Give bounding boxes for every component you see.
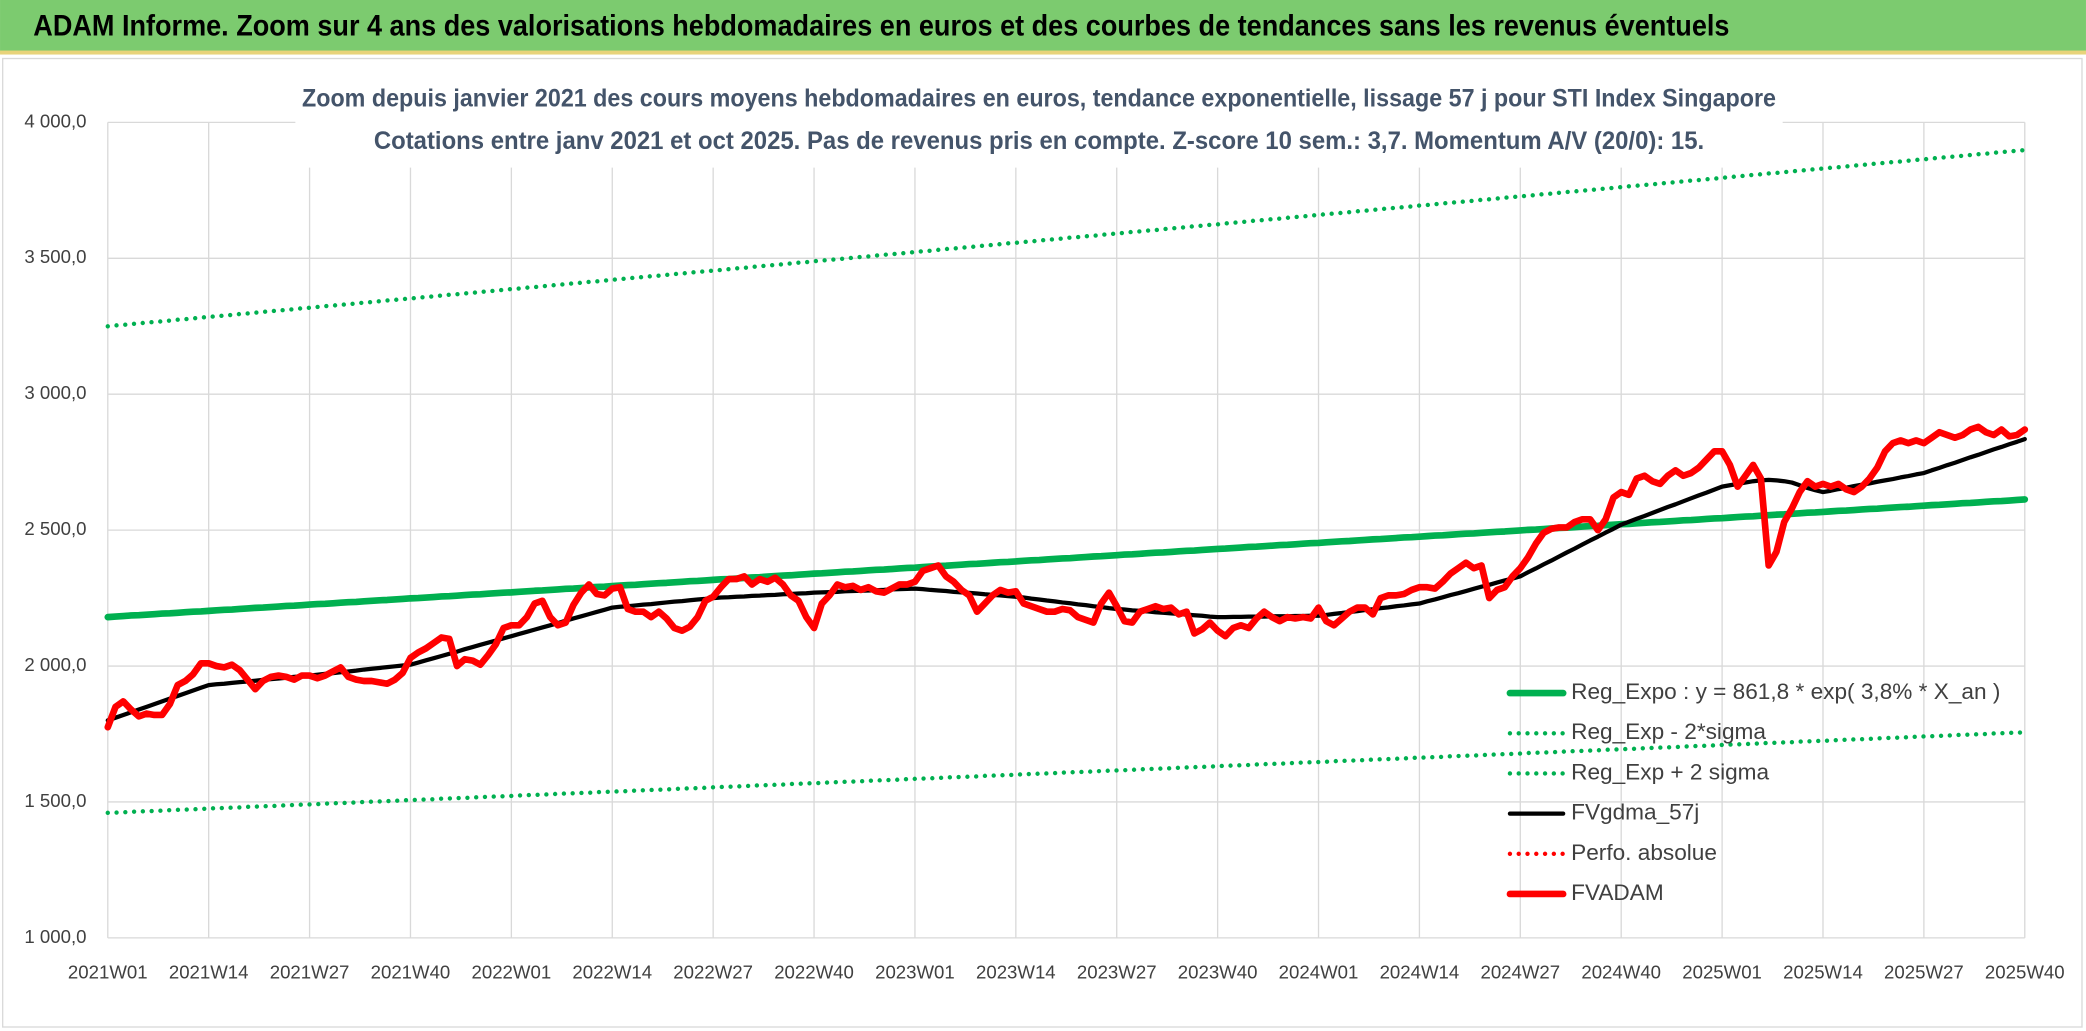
x-tick-label: 2025W01 — [1682, 962, 1762, 983]
chart-subtitle: Cotations entre janv 2021 et oct 2025. P… — [374, 127, 1704, 155]
banner — [0, 0, 2086, 54]
legend-label: FVgdma_57j — [1571, 800, 1699, 825]
series-line — [104, 496, 2029, 621]
legend-label: Reg_Expo : y = 861,8 * exp( 3,8% * X_an … — [1571, 679, 2000, 704]
x-tick-label: 2024W27 — [1480, 962, 1560, 983]
y-tick-label: 2 000,0 — [24, 654, 86, 675]
plot-area: 1 000,0 1 500,0 2 000,0 2 500,0 3 000,0 3 500… — [24, 110, 2064, 982]
legend-label: Reg_Exp + 2 sigma — [1571, 759, 1769, 784]
series-line — [105, 730, 2027, 816]
x-tick-label: 2022W01 — [472, 962, 552, 983]
y-tick-label: 3 500,0 — [24, 246, 86, 267]
legend: Reg_Expo : y = 861,8 * exp( 3,8% * X_an … — [1506, 679, 2000, 905]
x-tick-label: 2022W40 — [774, 962, 854, 983]
y-tick-label: 2 500,0 — [24, 518, 86, 539]
x-tick-label: 2025W27 — [1884, 962, 1964, 983]
x-tick-label: 2021W27 — [270, 962, 350, 983]
x-tick-label: 2023W27 — [1077, 962, 1157, 983]
x-tick-label: 2024W40 — [1581, 962, 1661, 983]
x-tick-label: 2023W40 — [1178, 962, 1258, 983]
x-tick-label: 2021W01 — [68, 962, 148, 983]
y-tick-label: 1 500,0 — [24, 790, 86, 811]
x-tick-label: 2024W14 — [1380, 962, 1460, 983]
x-tick-label: 2023W01 — [875, 962, 955, 983]
x-tick-label: 2022W14 — [572, 962, 652, 983]
x-tick-label: 2022W27 — [673, 962, 753, 983]
chart-frame — [2, 57, 2083, 1028]
x-tick-label: 2025W40 — [1985, 962, 2065, 983]
banner-edge — [0, 50, 2086, 55]
legend-label: Reg_Exp - 2*sigma — [1571, 719, 1766, 744]
x-tick-label: 2025W14 — [1783, 962, 1863, 983]
x-tick-label: 2021W14 — [169, 962, 249, 983]
banner-title: ADAM Informe. Zoom sur 4 ans des valoris… — [33, 11, 1729, 43]
y-tick-label: 1 000,0 — [24, 926, 86, 947]
y-tick-label: 4 000,0 — [24, 110, 86, 131]
x-tick-label: 2024W01 — [1279, 962, 1359, 983]
series-line — [105, 436, 2027, 723]
legend-label: FVADAM — [1571, 880, 1664, 905]
legend-label: Perfo. absolue — [1571, 840, 1717, 865]
x-tick-label: 2023W14 — [976, 962, 1056, 983]
title-box — [295, 79, 1783, 168]
series-line — [104, 423, 2029, 731]
y-tick-label: 3 000,0 — [24, 382, 86, 403]
chart-title: Zoom depuis janvier 2021 des cours moyen… — [302, 84, 1776, 112]
x-tick-label: 2021W40 — [371, 962, 451, 983]
